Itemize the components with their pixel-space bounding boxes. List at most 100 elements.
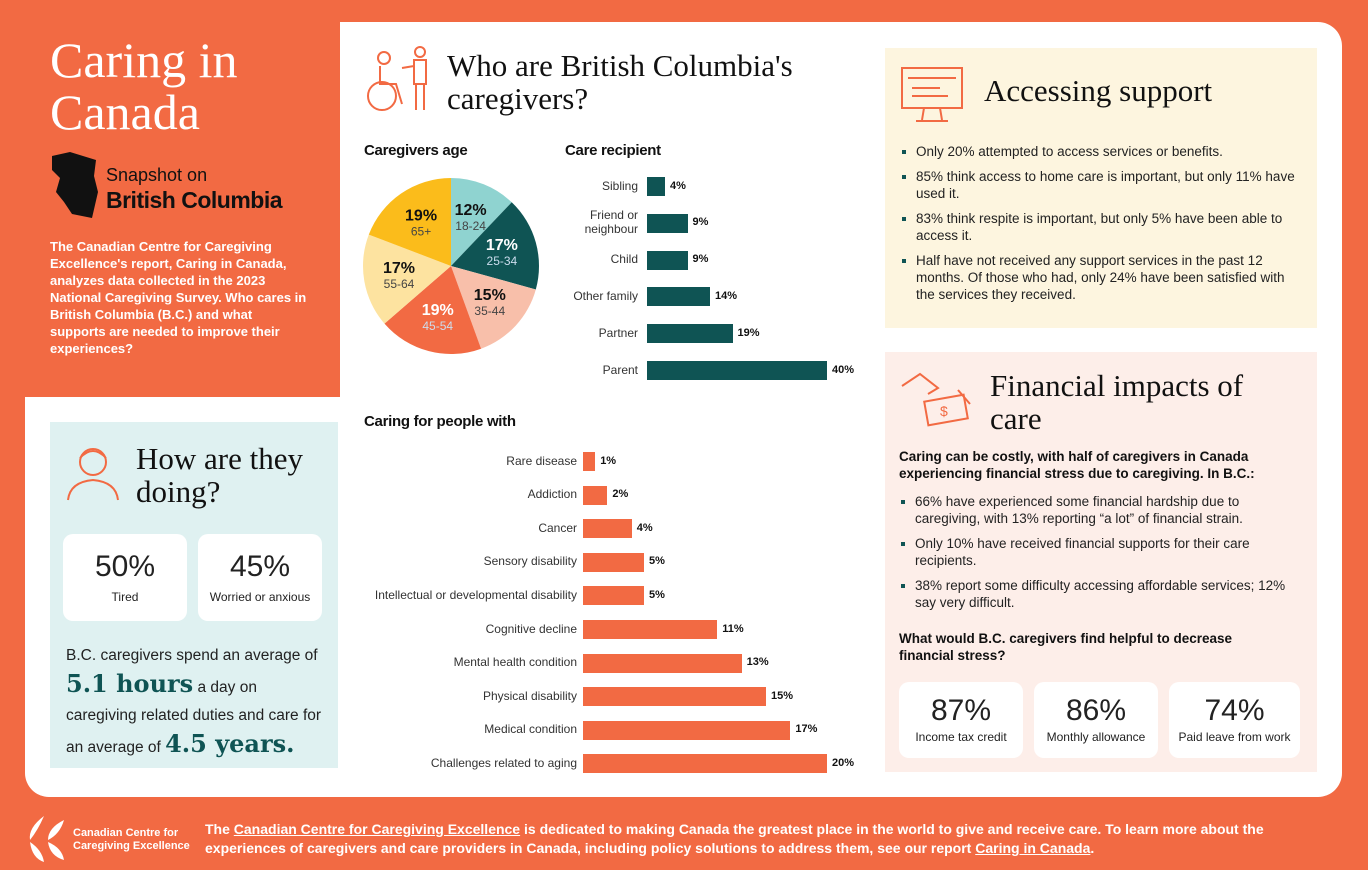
bar xyxy=(583,687,766,707)
pie-category-label: 35-44 xyxy=(474,304,505,318)
financial-heading: Financial impacts of care xyxy=(990,368,1244,436)
accessing-support-list: Only 20% attempted to access services or… xyxy=(900,143,1300,311)
bar-category-label: Child xyxy=(610,252,638,267)
caring-for-title: Caring for people with xyxy=(364,413,516,430)
caring-in-canada-link[interactable]: Caring in Canada xyxy=(975,840,1091,856)
ccce-logo-text: Canadian Centre for Caregiving Excellenc… xyxy=(73,827,190,852)
bar xyxy=(583,620,718,639)
stat-card-allowance: 86% Monthly allowance xyxy=(1034,682,1158,758)
bar-category-label: Medical condition xyxy=(484,722,577,737)
stat-value: 74% xyxy=(1204,694,1265,727)
footer-text-3: . xyxy=(1090,840,1095,856)
list-item: Only 20% attempted to access services or… xyxy=(900,143,1300,160)
how-heading: How are they doing? xyxy=(136,441,303,509)
bar xyxy=(583,485,608,505)
list-item: 38% report some difficulty accessing aff… xyxy=(899,577,1299,611)
bar-value-label: 40% xyxy=(832,363,855,376)
bar-category-label: Friend or neighbour xyxy=(584,208,638,237)
hours-value: 5.1 hours xyxy=(66,669,194,698)
bar-category-label: Other family xyxy=(573,288,638,303)
bar-value-label: 9% xyxy=(692,253,709,266)
stat-label: Tired xyxy=(111,590,139,604)
page-title: Caring in Canada xyxy=(50,32,238,140)
hours-text: B.C. caregivers spend an average of 5.1 … xyxy=(66,642,328,762)
accessing-support-heading: Accessing support xyxy=(984,73,1213,108)
ccce-logo-icon xyxy=(29,816,64,862)
bar xyxy=(647,177,665,196)
who-heading: Who are British Columbia's caregivers? xyxy=(447,48,793,116)
bar-value-label: 5% xyxy=(649,555,665,568)
bar-value-label: 4% xyxy=(636,521,653,534)
caregiver-wheelchair-icon xyxy=(367,46,427,111)
stat-card-tired: 50% Tired xyxy=(63,534,187,621)
bar-value-label: 4% xyxy=(670,179,686,192)
bar-value-label: 11% xyxy=(722,622,744,635)
stat-label: Worried or anxious xyxy=(209,590,311,604)
bar-value-label: 19% xyxy=(737,326,760,339)
pie-slice-55-64 xyxy=(363,234,451,324)
bar xyxy=(583,519,632,539)
title-block xyxy=(0,0,340,397)
bar-category-label: Partner xyxy=(598,325,638,340)
pie-slice-45-54 xyxy=(384,266,482,354)
stat-label: Monthly allowance xyxy=(1046,730,1146,744)
bar-category-label: Rare disease xyxy=(506,453,577,468)
pie-value-label: 17% xyxy=(383,260,415,277)
bar-category-label: Cognitive decline xyxy=(485,621,577,636)
intro-text: The Canadian Centre for Caregiving Excel… xyxy=(50,239,307,356)
list-item: 85% think access to home care is importa… xyxy=(900,168,1300,202)
pie-category-label: 55-64 xyxy=(384,277,415,291)
footer-text: The Canadian Centre for Caregiving Excel… xyxy=(205,820,1305,858)
money-hand-icon: $ xyxy=(901,372,971,427)
pie-slice-25-34 xyxy=(451,202,539,290)
stat-label: Income tax credit xyxy=(915,730,1007,744)
pie-value-label: 17% xyxy=(486,237,518,254)
financial-lead: Caring can be costly, with half of careg… xyxy=(899,449,1255,481)
caregiver-person-icon xyxy=(67,448,119,501)
financial-list: 66% have experienced some financial hard… xyxy=(899,493,1299,619)
bar xyxy=(647,324,733,344)
bar xyxy=(583,552,644,572)
stat-value: 86% xyxy=(1065,694,1127,727)
list-item: 66% have experienced some financial hard… xyxy=(899,493,1299,527)
pie-slice-35-44 xyxy=(451,266,536,349)
caregivers-age-pie-chart: 12%18-2417%25-3415%35-4419%45-5417%55-64… xyxy=(363,178,539,354)
bar-value-label: 5% xyxy=(649,588,665,601)
bar-category-label: Challenges related to aging xyxy=(430,755,577,770)
accessing-support-section xyxy=(885,48,1317,328)
caregivers-age-title: Caregivers age xyxy=(364,142,468,159)
pie-category-label: 18-24 xyxy=(455,219,486,233)
bar-value-label: 15% xyxy=(771,689,794,702)
bar xyxy=(647,287,710,307)
stat-value: 87% xyxy=(930,694,992,727)
stat-card-worried: 45% Worried or anxious xyxy=(198,534,322,621)
bar-category-label: Intellectual or developmental disability xyxy=(374,587,577,602)
bar xyxy=(583,754,827,774)
pie-value-label: 19% xyxy=(405,208,437,225)
bar-value-label: 1% xyxy=(600,454,617,467)
bar-category-label: Addiction xyxy=(527,487,577,502)
bar xyxy=(647,361,827,380)
pie-category-label: 25-34 xyxy=(487,254,518,268)
pie-category-label: 45-54 xyxy=(422,319,453,333)
hours-text-1: B.C. caregivers spend an average of xyxy=(66,647,318,664)
pie-slice-65+ xyxy=(368,178,451,266)
stat-card-paid-leave: 74% Paid leave from work xyxy=(1169,682,1300,758)
snapshot-label: Snapshot on xyxy=(106,165,208,185)
pie-value-label: 12% xyxy=(455,202,487,219)
bar-category-label: Cancer xyxy=(538,520,577,535)
province-label: British Columbia xyxy=(106,187,283,213)
bar xyxy=(583,452,596,471)
computer-monitor-icon xyxy=(901,67,963,122)
list-item: 83% think respite is important, but only… xyxy=(900,210,1300,244)
bar-category-label: Physical disability xyxy=(482,688,577,703)
stat-value: 45% xyxy=(229,550,291,583)
footer-text-2: is dedicated to making Canada the greate… xyxy=(205,821,1264,856)
pie-category-label: 65+ xyxy=(411,225,431,239)
bar-category-label: Mental health condition xyxy=(453,655,577,670)
bar xyxy=(583,586,644,606)
pie-slice-18-24 xyxy=(451,178,512,266)
ccce-link[interactable]: Canadian Centre for Caregiving Excellenc… xyxy=(233,821,521,837)
bar xyxy=(583,720,791,740)
list-item: Only 10% have received financial support… xyxy=(899,535,1299,569)
